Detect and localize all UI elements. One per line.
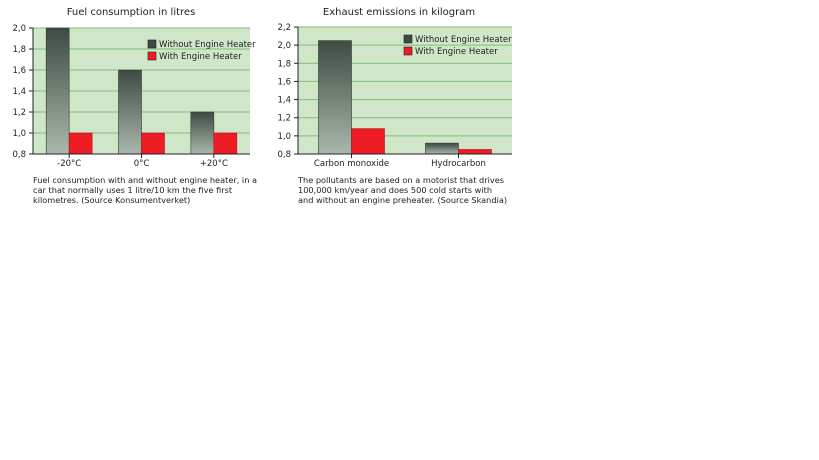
x-tick-label: 0°C	[134, 159, 150, 169]
chart-caption: Fuel consumption with and without engine…	[33, 175, 258, 205]
legend-swatch-with	[147, 51, 157, 61]
legend-label: Without Engine Heater	[415, 35, 512, 45]
bar-without-engine-heater	[318, 40, 352, 155]
y-tick-label: 1,8	[12, 45, 26, 55]
chart-title: Exhaust emissions in kilogram	[322, 7, 476, 18]
y-tick-label: 1,6	[277, 77, 291, 87]
exhaust-emissions-chart: Exhaust emissions in kilogram 0,8 1,0 1,2 1…	[268, 0, 530, 205]
fuel-consumption-chart: Fuel consumption in litres 0,8 1,0 1,2 1,4 1…	[0, 0, 262, 205]
bar-with-engine-heater	[141, 132, 165, 155]
legend-label: With Engine Heater	[159, 52, 242, 62]
x-tick-label: Carbon monoxide	[314, 159, 389, 169]
y-tick-label: 1,2	[277, 114, 291, 124]
y-tick-label: 1,4	[277, 96, 291, 106]
legend: Without Engine Heater With Engine Heater	[403, 34, 512, 57]
bar-with-engine-heater	[68, 132, 93, 155]
fuel-consumption-plot: 0,8 1,0 1,2 1,4 1,6 1,8 2,0 -20°C 0°C +20°C Withou…	[12, 24, 256, 169]
bar-with-engine-heater	[213, 132, 238, 155]
legend-label: Without Engine Heater	[159, 40, 256, 50]
x-tick-label: Hydrocarbon	[431, 159, 486, 169]
y-tick-label: 1,0	[12, 129, 26, 139]
legend-label: With Engine Heater	[415, 47, 498, 57]
y-tick-label: 1,4	[12, 87, 26, 97]
y-tick-label: 0,8	[12, 150, 26, 160]
legend-swatch-without	[403, 34, 413, 44]
bar-with-engine-heater	[458, 149, 492, 155]
y-tick-label: 2,0	[12, 24, 26, 34]
y-tick-label: 1,2	[12, 108, 26, 118]
y-tick-label: 1,0	[277, 132, 291, 142]
y-tick-label: 1,6	[12, 66, 26, 76]
chart-title: Fuel consumption in litres	[66, 7, 196, 18]
y-tick-label: 0,8	[277, 150, 291, 160]
chart-caption: The pollutants are based on a motorist t…	[298, 175, 508, 205]
y-tick-label: 1,8	[277, 59, 291, 69]
x-tick-label: +20°C	[200, 159, 228, 169]
legend: Without Engine Heater With Engine Heater	[147, 39, 256, 62]
y-tick-label: 2,2	[277, 23, 291, 33]
bar-without-engine-heater	[425, 142, 459, 155]
x-tick-label: -20°C	[57, 159, 81, 169]
legend-swatch-with	[403, 46, 413, 56]
bar-without-engine-heater	[118, 69, 142, 155]
y-tick-label: 2,0	[277, 41, 291, 51]
bar-without-engine-heater	[190, 111, 215, 155]
legend-swatch-without	[147, 39, 157, 49]
exhaust-emissions-plot: 0,8 1,0 1,2 1,4 1,6 1,8 2,0 2,2 Carbon monoxide H…	[277, 23, 512, 169]
bar-with-engine-heater	[351, 128, 385, 155]
bar-without-engine-heater	[45, 27, 70, 155]
